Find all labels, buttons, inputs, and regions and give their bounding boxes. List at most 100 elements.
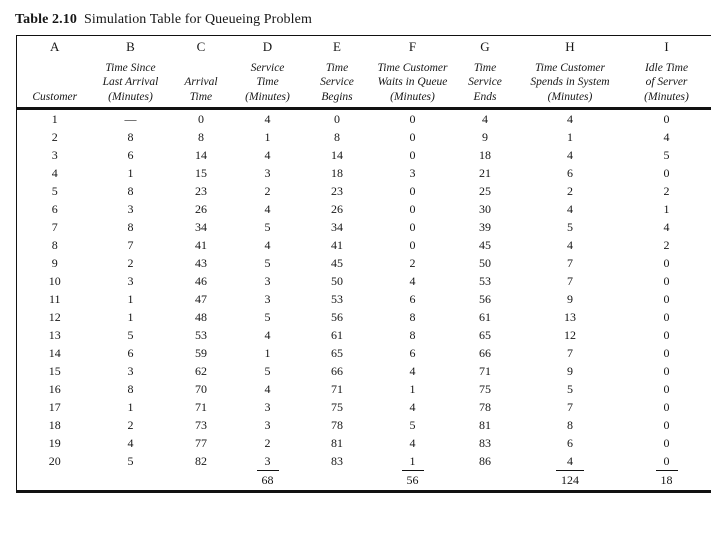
table-cell: 17 (48, 400, 61, 414)
column-description-line: Time (325, 61, 349, 74)
table-cell: 61 (331, 328, 343, 342)
table-cell: 1 (409, 454, 416, 468)
table-cell: 39 (479, 220, 491, 234)
column-description-line: (Minutes) (547, 90, 593, 103)
table-cell: 78 (331, 418, 343, 432)
table-cell: 25 (479, 184, 491, 198)
table-row: 5 8 23 2 23 0 25 2 2 (17, 182, 711, 200)
document-page: Table 2.10 Simulation Table for Queueing … (0, 12, 720, 552)
column-letter: A (50, 39, 60, 54)
column-total-value: 18 (655, 470, 678, 489)
table-cell: 41 (195, 238, 207, 252)
table-number: Table 2.10 (15, 12, 77, 27)
table-cell: 0 (663, 274, 670, 288)
table-cell: 0 (663, 292, 670, 306)
table-cell: — (124, 112, 137, 126)
table-row: 7 8 34 5 34 0 39 5 4 (17, 218, 711, 236)
column-description-line: Time (256, 76, 279, 88)
column-description-line: (Minutes) (390, 90, 435, 103)
table-row: 1 — 0 4 0 0 4 4 0 (17, 109, 711, 129)
table-row: 18 2 73 3 78 5 81 8 0 (17, 416, 711, 434)
table-cell: 6 (127, 148, 134, 162)
table-cell: 1 (127, 400, 134, 414)
table-cell: 6 (409, 292, 416, 306)
table-cell: 2 (51, 130, 58, 144)
table-cell: 53 (195, 328, 207, 342)
table-cell: 70 (195, 382, 207, 396)
table-cell: 0 (663, 436, 670, 450)
table-cell: 0 (409, 112, 416, 126)
table-cell: 3 (127, 274, 134, 288)
table-cell: 16 (48, 382, 61, 396)
table-cell: 4 (264, 382, 271, 396)
table-cell: 18 (331, 166, 343, 180)
table-cell: 43 (195, 256, 207, 270)
table-cell: 1 (127, 166, 134, 180)
empty-total-cell (17, 470, 93, 492)
column-description-line: Service (250, 61, 285, 74)
table-cell: 1 (127, 310, 134, 324)
table-cell: 1 (51, 112, 58, 126)
table-row: 3 6 14 4 14 0 18 4 5 (17, 146, 711, 164)
table-cell: 4 (409, 436, 416, 450)
table-cell: 13 (564, 310, 576, 324)
table-cell: 10 (48, 274, 61, 288)
table-cell: 26 (195, 202, 207, 216)
column-description: Time Customer Waits in Queue (Minutes) (378, 61, 448, 105)
table-cell: 2 (567, 184, 573, 198)
column-description-line: Service (320, 76, 354, 88)
table-cell: 8 (567, 418, 573, 432)
table-cell: 2 (663, 238, 670, 252)
table-cell: 34 (331, 220, 343, 234)
column-description-line: (Minutes) (245, 90, 290, 103)
table-cell: 4 (567, 454, 573, 468)
table-cell: 0 (663, 328, 670, 342)
table-cell: 18 (479, 148, 491, 162)
column-description-line: Spends in System (530, 76, 610, 88)
table-cell: 2 (264, 436, 271, 450)
table-body: 1—0 4 0 0 4 4 0 2 8 8 1 8 0 9 1 4 3 6 14 4 14 0 18 4 5 4 1 15 3 18 3 21… (17, 109, 711, 492)
table-row: 4 1 15 3 18 3 21 6 0 (17, 164, 711, 182)
table-cell: 0 (663, 112, 670, 126)
totals-row: 68 56 124 18 (17, 470, 711, 492)
table-cell: 11 (48, 292, 61, 306)
table-cell: 8 (127, 382, 134, 396)
table-cell: 1 (567, 130, 573, 144)
column-description: Time Customer Spends in System (Minutes) (530, 61, 609, 105)
column-description-line: Ends (473, 90, 497, 103)
column-description: Arrival Time (184, 75, 217, 104)
column-description: Idle Time of Server (Minutes) (644, 61, 689, 105)
table-cell: 26 (331, 202, 343, 216)
empty-total-cell (93, 470, 169, 492)
table-cell: 8 (127, 184, 134, 198)
table-cell: 3 (264, 418, 271, 432)
column-total-cell: 68 (234, 470, 302, 492)
table-cell: 0 (663, 256, 670, 270)
table-cell: 6 (51, 202, 58, 216)
column-letter: H (565, 39, 575, 54)
table-cell: 3 (264, 454, 271, 468)
table-cell: 34 (195, 220, 207, 234)
table-cell: 3 (264, 400, 271, 414)
table-row: 10 3 46 3 50 4 53 7 0 (17, 272, 711, 290)
table-cell: 65 (331, 346, 343, 360)
table-cell: 78 (479, 400, 491, 414)
table-cell: 83 (331, 454, 343, 468)
header-cell: A Customer (17, 40, 93, 104)
table-cell: 0 (409, 238, 416, 252)
table-cell: 66 (479, 346, 491, 360)
table-cell: 15 (48, 364, 61, 378)
column-letter: G (480, 39, 490, 54)
table-cell: 14 (331, 148, 343, 162)
table-cell: 59 (195, 346, 207, 360)
table-cell: 5 (264, 364, 271, 378)
column-description: Time Since Last Arrival (Minutes) (103, 61, 159, 105)
table-cell: 81 (331, 436, 343, 450)
table-cell: 83 (479, 436, 491, 450)
table-cell: 5 (567, 382, 573, 396)
table-cell: 8 (127, 220, 134, 234)
table-cell: 4 (264, 202, 271, 216)
table-cell: 3 (409, 166, 416, 180)
empty-total-cell (453, 470, 518, 492)
column-letter: D (262, 39, 273, 54)
